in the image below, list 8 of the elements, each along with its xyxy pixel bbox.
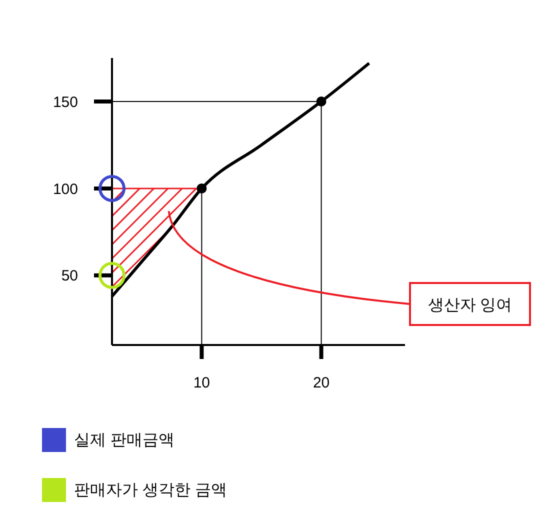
y-tick-label: 150 <box>52 94 78 111</box>
y-tick-label: 50 <box>61 268 78 285</box>
x-tick-label: 20 <box>312 374 330 392</box>
x-tick-label: 10 <box>193 374 210 392</box>
legend-label: 실제 판매금액 <box>74 430 174 450</box>
y-tick-label: 100 <box>52 180 78 198</box>
text: 생산자 잉여 <box>428 297 512 314</box>
legend-label: 판매자가 생각한 금액 <box>74 480 227 500</box>
